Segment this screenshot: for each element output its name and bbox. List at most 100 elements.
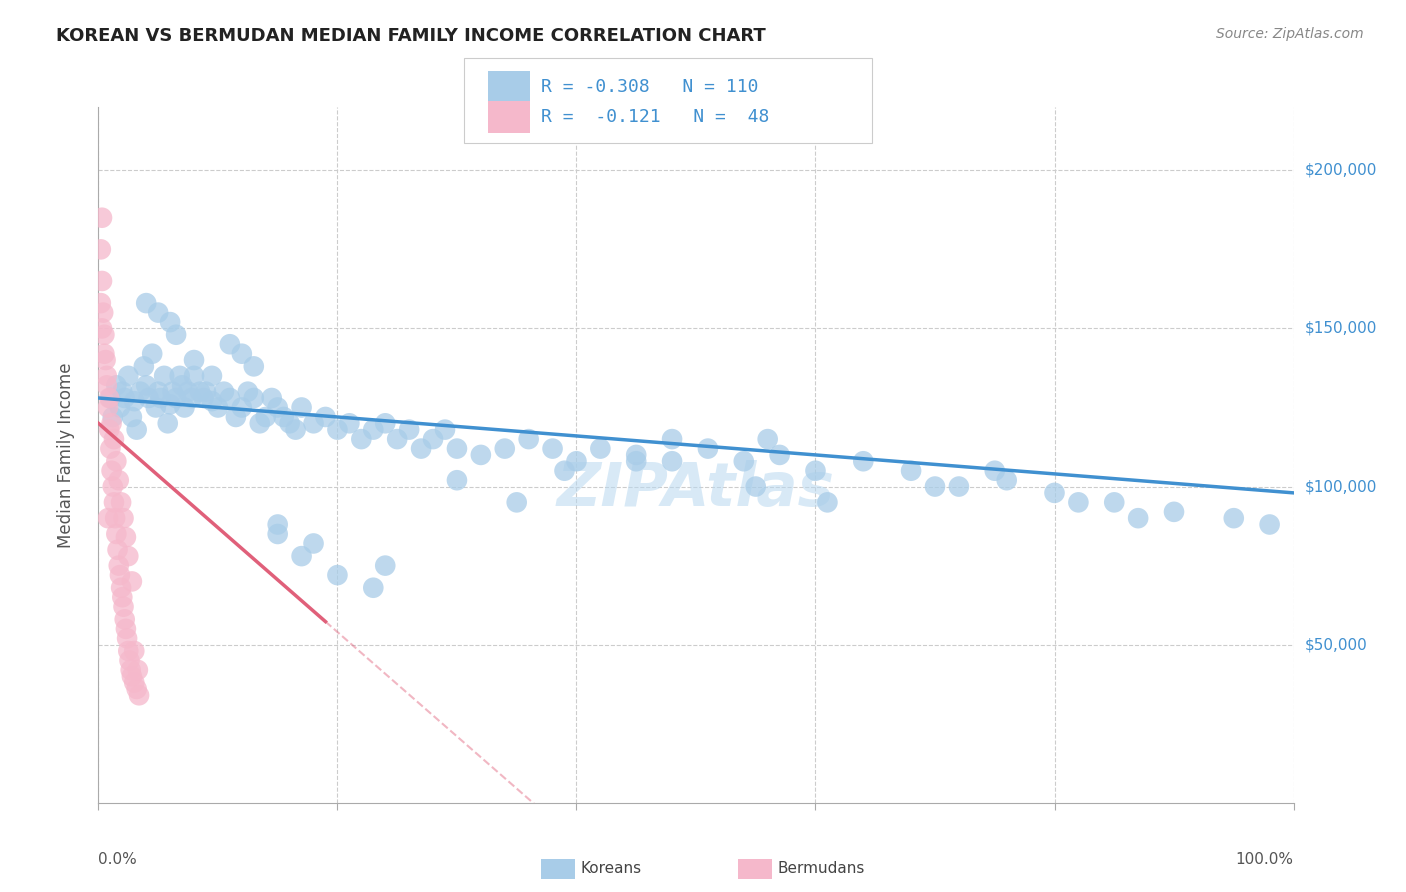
Point xyxy=(169,368,191,383)
Point xyxy=(302,417,325,431)
Point xyxy=(183,368,205,383)
Point xyxy=(98,423,121,437)
Point xyxy=(145,401,167,415)
Text: $100,000: $100,000 xyxy=(1305,479,1376,494)
Point xyxy=(112,599,135,614)
Point xyxy=(326,423,349,437)
Point xyxy=(93,347,115,361)
Point xyxy=(156,417,179,431)
Point xyxy=(114,612,136,626)
Point xyxy=(118,653,141,667)
Point xyxy=(374,558,396,573)
Point xyxy=(125,681,148,696)
Point xyxy=(97,401,120,415)
Point xyxy=(231,347,253,361)
Point xyxy=(201,368,224,383)
Point xyxy=(1128,511,1150,525)
Point xyxy=(733,454,755,468)
Point xyxy=(108,568,131,582)
Point xyxy=(165,391,187,405)
Point xyxy=(90,243,112,257)
Text: $150,000: $150,000 xyxy=(1305,321,1376,336)
Point xyxy=(135,296,157,310)
Point xyxy=(98,442,122,456)
Point xyxy=(108,401,131,415)
Point xyxy=(267,527,290,541)
Point xyxy=(422,432,444,446)
Point xyxy=(105,527,128,541)
Point xyxy=(114,391,136,405)
Point xyxy=(363,581,385,595)
Point xyxy=(254,409,277,424)
Point xyxy=(207,401,229,415)
Point xyxy=(91,274,114,288)
Point xyxy=(121,669,143,683)
Point xyxy=(541,442,564,456)
Point xyxy=(153,368,176,383)
Point xyxy=(385,432,409,446)
Point xyxy=(1258,517,1281,532)
Point xyxy=(900,464,922,478)
Point xyxy=(103,495,125,509)
Point xyxy=(177,384,200,399)
Point xyxy=(212,384,235,399)
Text: $200,000: $200,000 xyxy=(1305,163,1376,178)
Point xyxy=(90,296,112,310)
Point xyxy=(98,391,121,405)
Point xyxy=(121,574,143,589)
Point xyxy=(284,423,307,437)
Point xyxy=(124,675,146,690)
Point xyxy=(141,347,163,361)
Point xyxy=(225,409,247,424)
Point xyxy=(96,368,118,383)
Point xyxy=(273,409,295,424)
Point xyxy=(115,632,138,646)
Text: Bermudans: Bermudans xyxy=(778,862,865,876)
Point xyxy=(350,432,373,446)
Point xyxy=(94,353,117,368)
Point xyxy=(446,473,468,487)
Text: R =  -0.121   N =  48: R = -0.121 N = 48 xyxy=(541,108,769,126)
Point xyxy=(249,417,271,431)
Y-axis label: Median Family Income: Median Family Income xyxy=(56,362,75,548)
Point xyxy=(326,568,349,582)
Point xyxy=(624,454,647,468)
Point xyxy=(162,384,184,399)
Point xyxy=(93,327,115,342)
Point xyxy=(290,401,312,415)
Point xyxy=(124,644,146,658)
Point xyxy=(173,401,195,415)
Point xyxy=(188,384,211,399)
Text: $50,000: $50,000 xyxy=(1305,637,1368,652)
Text: ZIPAtlas: ZIPAtlas xyxy=(557,460,835,519)
Point xyxy=(243,359,266,374)
Point xyxy=(697,442,720,456)
Point xyxy=(1222,511,1246,525)
Point xyxy=(96,378,118,392)
Point xyxy=(111,591,134,605)
Point xyxy=(374,417,396,431)
Point xyxy=(115,622,138,636)
Point xyxy=(172,378,194,392)
Point xyxy=(470,448,492,462)
Point xyxy=(433,423,456,437)
Point xyxy=(180,391,202,405)
Point xyxy=(260,391,283,405)
Point xyxy=(565,454,588,468)
Point xyxy=(624,448,647,462)
Point xyxy=(115,530,138,544)
Point xyxy=(107,473,129,487)
Point xyxy=(446,442,468,456)
Point xyxy=(107,542,129,557)
Point xyxy=(363,423,385,437)
Point xyxy=(91,321,114,335)
Point xyxy=(117,549,139,563)
Point xyxy=(91,305,114,319)
Point xyxy=(127,663,149,677)
Point xyxy=(148,305,170,319)
Point xyxy=(815,495,838,509)
Point xyxy=(517,432,540,446)
Point xyxy=(159,397,181,411)
Point xyxy=(236,384,259,399)
Point xyxy=(948,479,970,493)
